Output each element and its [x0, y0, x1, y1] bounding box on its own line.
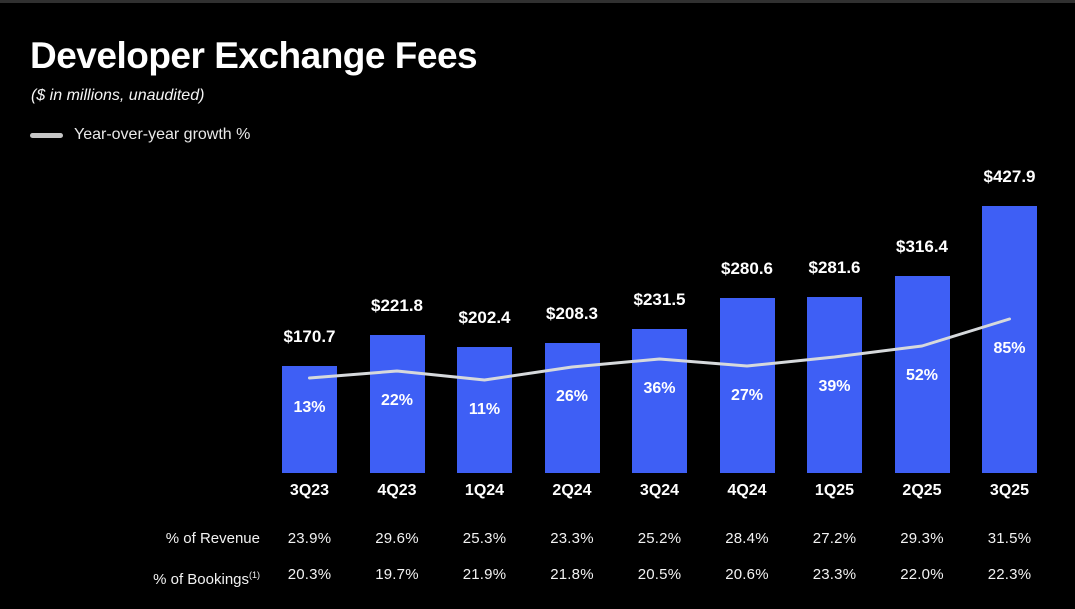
table-cell: 25.2%: [637, 530, 682, 547]
growth-percent-label: 85%: [993, 340, 1026, 357]
category-label-2q24: 2Q24: [552, 482, 592, 499]
category-label-2q25: 2Q25: [902, 482, 942, 499]
table-cell: 22.3%: [987, 566, 1032, 583]
growth-percent-label: 52%: [905, 367, 939, 384]
growth-percent-label: 22%: [380, 392, 414, 409]
bar-value-label: $316.4: [896, 237, 948, 256]
table-cell: 23.9%: [287, 530, 332, 547]
legend-label: Year-over-year growth %: [74, 126, 251, 143]
growth-percent-label: 39%: [818, 378, 851, 395]
bar-3q24: [632, 329, 687, 473]
row-label-revenue: % of Revenue: [165, 530, 260, 547]
growth-percent-label: 27%: [730, 387, 764, 404]
table-cell: 19.7%: [375, 566, 419, 583]
table-cell: 27.2%: [812, 530, 857, 547]
page-subtitle: ($ in millions, unaudited): [31, 87, 205, 104]
table-cell: 28.4%: [725, 530, 769, 547]
bar-value-label: $221.8: [371, 296, 423, 315]
growth-percent-label: 26%: [555, 388, 589, 405]
top-border: [0, 0, 1075, 3]
table-cell: 21.9%: [462, 566, 507, 583]
bar-value-label: $281.6: [808, 258, 861, 277]
table-cell: 29.6%: [375, 530, 419, 547]
line-series-swatch-icon: [30, 132, 63, 138]
table-cell: 20.3%: [287, 566, 332, 583]
table-cell: 21.8%: [550, 566, 594, 583]
category-label-3q24: 3Q24: [639, 482, 680, 499]
growth-percent-label: 13%: [293, 399, 326, 416]
bar-value-label: $427.9: [983, 167, 1036, 186]
growth-percent-label: 36%: [643, 380, 676, 397]
table-cell: 23.3%: [550, 530, 594, 547]
footnote-marker: (1): [249, 570, 260, 580]
table-cell: 20.6%: [725, 566, 769, 583]
category-label-1q24: 1Q24: [464, 482, 505, 499]
table-cell: 22.0%: [900, 566, 944, 583]
category-label-3q25: 3Q25: [989, 482, 1030, 499]
category-label-4q24: 4Q24: [727, 482, 767, 499]
bar-4q24: [719, 298, 775, 473]
row-label-bookings: % of Bookings(1): [153, 570, 260, 588]
table-cell: 23.3%: [812, 566, 857, 583]
bar-value-label: $280.6: [721, 259, 773, 278]
bar-value-label: $170.7: [283, 327, 336, 346]
table-cell: 20.5%: [637, 566, 682, 583]
category-label-4q23: 4Q23: [377, 482, 417, 499]
category-label-3q23: 3Q23: [289, 482, 330, 499]
table-cell: 29.3%: [900, 530, 944, 547]
growth-percent-label: 11%: [468, 401, 501, 418]
legend: Year-over-year growth %: [30, 126, 251, 143]
category-label-1q25: 1Q25: [814, 482, 855, 499]
table-cell: 25.3%: [462, 530, 507, 547]
page-title: Developer Exchange Fees: [30, 35, 478, 76]
bar-2q24: [544, 343, 600, 473]
bar-3q23: [282, 366, 337, 473]
bar-value-label: $231.5: [633, 290, 686, 309]
table-cell: 31.5%: [987, 530, 1032, 547]
